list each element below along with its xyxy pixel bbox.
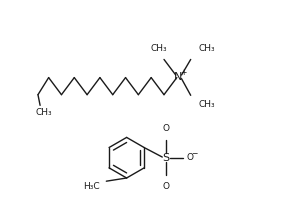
Text: CH₃: CH₃ — [150, 44, 167, 53]
Text: +: + — [180, 68, 186, 77]
Text: CH₃: CH₃ — [198, 100, 215, 109]
Text: S: S — [163, 153, 170, 163]
Text: O: O — [187, 153, 194, 162]
Text: H₃C: H₃C — [83, 182, 99, 191]
Text: O: O — [163, 183, 170, 192]
Text: −: − — [191, 149, 198, 158]
Text: O: O — [163, 124, 170, 133]
Text: CH₃: CH₃ — [36, 108, 53, 117]
Text: CH₃: CH₃ — [198, 45, 215, 54]
Text: N: N — [174, 72, 182, 82]
